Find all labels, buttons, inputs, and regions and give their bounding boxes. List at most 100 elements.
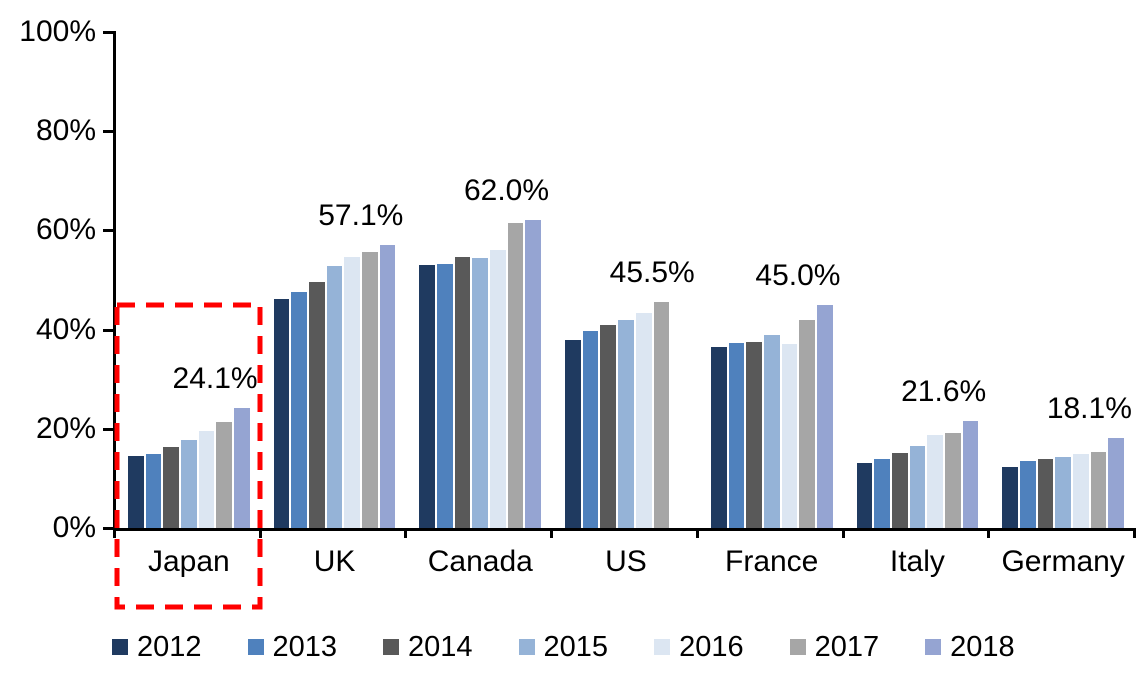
y-tick-mark	[103, 31, 116, 34]
y-tick-mark	[103, 427, 116, 431]
legend-item-2012: 2012	[112, 631, 202, 663]
bar-canada-2015	[472, 257, 489, 528]
y-tick-mark	[103, 527, 116, 530]
bar-japan-2016	[198, 430, 215, 528]
data-label-us: 45.5%	[609, 256, 695, 290]
bar-germany-2016	[1072, 453, 1089, 528]
legend-item-2018: 2018	[925, 631, 1015, 663]
bar-us-2014	[600, 324, 617, 528]
bar-canada-2014	[454, 256, 471, 528]
bar-canada-2018	[525, 220, 542, 528]
x-tick-mark	[841, 529, 845, 538]
legend: 2012 2013 2014 2015 2016 2017 2018	[112, 631, 1061, 663]
bar-france-2017	[799, 319, 815, 528]
bar-us-2016	[635, 312, 652, 528]
legend-item-2016: 2016	[654, 631, 744, 663]
bar-canada-2013	[437, 263, 453, 528]
x-axis-label-germany: Germany	[1001, 545, 1125, 578]
y-tick-label: 20%	[35, 411, 96, 445]
bar-uk-2015	[326, 266, 343, 528]
bar-germany-2014	[1037, 458, 1054, 528]
bar-uk-2018	[379, 244, 396, 528]
bar-italy-2015	[909, 446, 926, 528]
data-label-germany: 18.1%	[1046, 392, 1132, 426]
y-tick-mark	[103, 328, 116, 332]
bar-germany-2018	[1108, 438, 1124, 528]
y-tick-label: 60%	[35, 213, 96, 247]
y-tick-label: 100%	[19, 15, 96, 48]
legend-marker-2012	[112, 639, 128, 655]
x-tick-mark	[550, 529, 554, 538]
legend-label-2017: 2017	[814, 631, 880, 663]
legend-label-2014: 2014	[408, 631, 473, 663]
bar-japan-2018	[234, 408, 250, 528]
legend-marker-2016	[654, 639, 671, 655]
data-label-uk: 57.1%	[318, 198, 404, 232]
bar-germany-2013	[1019, 460, 1036, 528]
legend-item-2017: 2017	[789, 631, 880, 663]
x-tick-mark	[1133, 529, 1136, 538]
bar-france-2018	[816, 304, 833, 528]
x-tick-mark	[404, 529, 408, 538]
bar-uk-2013	[291, 291, 308, 528]
bar-france-2012	[710, 347, 727, 528]
legend-marker-2013	[247, 639, 264, 655]
bar-japan-2012	[128, 455, 144, 528]
legend-marker-2015	[518, 639, 535, 655]
bar-uk-2012	[273, 298, 290, 528]
bar-france-2016	[781, 343, 798, 528]
bar-italy-2013	[874, 458, 890, 528]
bar-canada-2016	[490, 250, 506, 528]
y-tick-label: 0%	[52, 511, 96, 544]
bar-italy-2012	[856, 462, 873, 528]
legend-marker-2017	[789, 639, 806, 655]
bar-us-2013	[582, 330, 599, 528]
legend-item-2015: 2015	[518, 631, 609, 663]
bar-italy-2017	[944, 432, 961, 528]
x-axis-label-france: France	[725, 545, 819, 578]
x-axis-label-us: US	[605, 545, 647, 578]
bar-us-2015	[618, 319, 634, 528]
x-tick-mark	[113, 529, 116, 538]
bar-uk-2014	[309, 281, 325, 528]
x-axis-label-canada: Canada	[427, 545, 533, 578]
legend-item-2013: 2013	[247, 631, 338, 663]
legend-label-2016: 2016	[679, 631, 744, 663]
y-tick-mark	[103, 130, 116, 134]
bar-italy-2014	[891, 452, 908, 528]
legend-item-2014: 2014	[383, 631, 473, 663]
bar-germany-2015	[1055, 456, 1071, 528]
bar-canada-2017	[507, 223, 524, 528]
bar-japan-2017	[216, 422, 233, 528]
bar-us-2012	[565, 339, 581, 528]
legend-label-2018: 2018	[950, 631, 1015, 663]
data-label-france: 45.0%	[755, 258, 841, 292]
x-tick-mark	[695, 529, 699, 538]
bar-japan-2014	[163, 447, 180, 528]
bar-france-2014	[746, 342, 762, 528]
bar-japan-2015	[181, 439, 197, 528]
x-tick-mark	[258, 529, 262, 538]
bar-france-2015	[763, 334, 780, 528]
bar-germany-2012	[1002, 467, 1018, 528]
data-label-canada: 62.0%	[463, 174, 550, 208]
legend-label-2015: 2015	[543, 631, 609, 663]
y-tick-label: 40%	[35, 312, 96, 346]
x-axis-label-uk: UK	[313, 545, 356, 578]
bar-uk-2017	[362, 252, 378, 528]
x-axis-label-italy: Italy	[889, 545, 945, 578]
y-tick-mark	[103, 229, 116, 233]
bar-germany-2017	[1090, 451, 1107, 528]
bar-italy-2016	[927, 434, 943, 528]
bar-japan-2013	[145, 454, 162, 528]
legend-marker-2018	[925, 639, 942, 655]
y-tick-label: 80%	[35, 114, 96, 148]
bar-italy-2018	[962, 420, 979, 528]
legend-label-2013: 2013	[272, 631, 338, 663]
x-tick-mark	[987, 529, 991, 538]
data-label-japan: 24.1%	[172, 362, 258, 396]
x-axis-label-japan: Japan	[147, 545, 230, 578]
bar-uk-2016	[344, 257, 361, 528]
bar-france-2013	[728, 342, 745, 528]
